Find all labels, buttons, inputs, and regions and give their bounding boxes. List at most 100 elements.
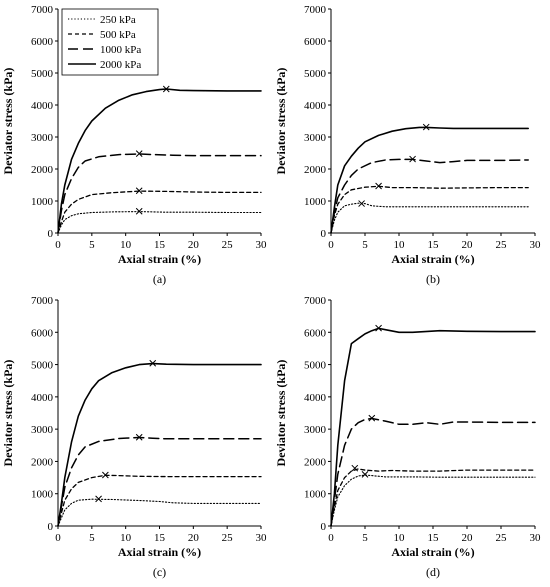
peak-marker	[95, 495, 102, 503]
y-tick-label: 3000	[31, 132, 54, 144]
series-line-2	[57, 190, 262, 234]
series-line-3	[330, 158, 529, 234]
y-tick-label: 3000	[304, 424, 327, 436]
x-tick-label: 20	[188, 239, 200, 251]
x-tick-label: 30	[530, 239, 542, 251]
y-tick-label: 7000	[304, 4, 327, 16]
x-tick-label: 0	[55, 532, 61, 544]
chart-panel-4: 0 1000 2000 3000 4000 5000 6000 7000 0 5 10 15 20 25 3…	[274, 295, 541, 579]
peak-marker	[375, 182, 382, 190]
x-tick-label: 15	[154, 239, 166, 251]
series-line-1	[330, 202, 529, 234]
y-tick-label: 6000	[31, 36, 54, 48]
x-tick-label: 0	[328, 532, 334, 544]
legend: 250 kPa 500 kPa 1000 kPa 2000 kPa	[61, 8, 159, 76]
y-tick-label: 5000	[31, 360, 54, 372]
y-tick-label: 2000	[304, 456, 327, 468]
x-tick-label: 20	[462, 239, 474, 251]
x-tick-label: 10	[120, 532, 132, 544]
legend-label: 2000 kPa	[100, 59, 141, 71]
legend-label: 500 kPa	[100, 29, 136, 41]
x-tick-label: 0	[328, 239, 334, 251]
peak-marker	[135, 187, 143, 195]
x-tick-label: 25	[496, 239, 508, 251]
x-tick-label: 30	[256, 239, 268, 251]
series-line-3	[57, 436, 262, 527]
peak-marker	[135, 433, 143, 441]
y-tick-label: 4000	[31, 100, 54, 112]
x-tick-label: 20	[188, 532, 200, 544]
y-tick-label: 6000	[304, 327, 327, 339]
y-tick-label: 2000	[31, 456, 54, 468]
x-tick-label: 30	[256, 532, 268, 544]
legend-label: 1000 kPa	[100, 44, 141, 56]
peak-marker	[149, 359, 157, 367]
x-tick-label: 20	[462, 532, 474, 544]
x-axis-label: Axial strain (%)	[391, 545, 474, 559]
y-tick-label: 2000	[304, 164, 327, 176]
y-axis-label: Deviator stress (kPa)	[274, 360, 288, 467]
series-line-4	[330, 126, 529, 234]
y-tick-label: 0	[321, 521, 327, 533]
peak-marker	[351, 464, 359, 472]
y-tick-label: 3000	[304, 132, 327, 144]
x-tick-label: 25	[496, 532, 508, 544]
y-tick-label: 7000	[31, 4, 54, 16]
y-tick-label: 4000	[304, 392, 327, 404]
x-tick-label: 15	[154, 532, 166, 544]
y-tick-label: 1000	[31, 196, 54, 208]
panel-label: (c)	[153, 565, 166, 579]
y-tick-label: 6000	[304, 36, 327, 48]
peak-marker	[361, 470, 369, 478]
x-tick-label: 5	[362, 532, 368, 544]
series-line-1	[57, 211, 262, 234]
chart-panel-3: 0 1000 2000 3000 4000 5000 6000 7000 0 5 10 15 20 25 3…	[1, 295, 267, 579]
x-tick-label: 10	[120, 239, 132, 251]
peak-marker	[375, 324, 382, 332]
x-tick-label: 30	[530, 532, 542, 544]
y-tick-label: 7000	[304, 295, 327, 307]
series-line-4	[57, 88, 262, 234]
panel-label: (d)	[426, 565, 440, 579]
peak-marker	[102, 471, 109, 479]
chart-panel-2: 0 1000 2000 3000 4000 5000 6000 7000 0 5 10 15 20 25 3…	[274, 4, 541, 286]
y-tick-label: 1000	[304, 196, 327, 208]
x-tick-label: 25	[222, 532, 234, 544]
y-axis-label: Deviator stress (kPa)	[1, 360, 15, 467]
peak-marker	[135, 150, 143, 157]
x-tick-label: 10	[394, 239, 406, 251]
peak-marker	[422, 123, 430, 131]
x-tick-label: 5	[89, 239, 95, 251]
x-tick-label: 0	[55, 239, 61, 251]
y-tick-label: 7000	[31, 295, 54, 307]
y-tick-label: 3000	[31, 424, 54, 436]
y-tick-label: 5000	[304, 68, 327, 80]
x-tick-label: 5	[89, 532, 95, 544]
y-tick-label: 6000	[31, 327, 54, 339]
x-axis-label: Axial strain (%)	[391, 252, 474, 266]
peak-marker	[409, 155, 416, 163]
peak-marker	[162, 85, 170, 93]
panel-label: (b)	[426, 272, 440, 286]
peak-marker	[358, 200, 365, 207]
peak-marker	[135, 207, 143, 215]
x-tick-label: 25	[222, 239, 234, 251]
x-tick-label: 10	[394, 532, 406, 544]
x-tick-label: 15	[428, 532, 440, 544]
y-tick-label: 5000	[31, 68, 54, 80]
y-tick-label: 0	[48, 521, 54, 533]
series-line-4	[57, 362, 262, 527]
panel-label: (a)	[153, 272, 166, 286]
y-tick-label: 2000	[31, 164, 54, 176]
series-line-4	[330, 327, 536, 527]
series-line-3	[57, 153, 262, 234]
series-line-2	[330, 468, 536, 527]
y-tick-label: 4000	[31, 392, 54, 404]
y-axis-label: Deviator stress (kPa)	[1, 68, 15, 175]
y-tick-label: 5000	[304, 360, 327, 372]
peak-marker	[368, 414, 376, 422]
series-line-1	[330, 474, 536, 527]
y-tick-label: 1000	[304, 489, 327, 501]
